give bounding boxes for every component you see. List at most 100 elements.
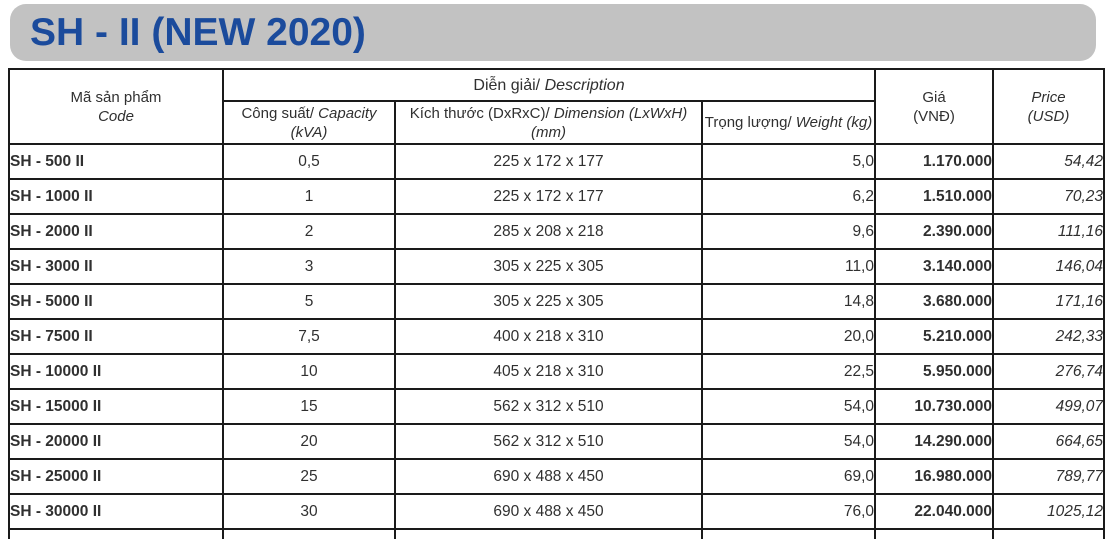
header-code-en: Code [98, 107, 134, 125]
cell-dimension: 225 x 172 x 177 [394, 178, 703, 215]
header-price-usd-unit: (USD) [1027, 107, 1070, 125]
cell-capacity: 50 [222, 528, 396, 539]
header-dimension-vi: Kích thước (DxRxC)/ [409, 104, 550, 122]
cell-price-usd: 1025,12 [992, 493, 1105, 530]
cell-capacity: 30 [222, 493, 396, 530]
cell-weight: 20,0 [701, 318, 876, 355]
cell-capacity: 3 [222, 248, 396, 285]
cell-code: SH - 7500 II [8, 318, 224, 355]
cell-price-usd: 70,23 [992, 178, 1105, 215]
cell-price-vnd: 5.950.000 [874, 353, 994, 390]
cell-code: SH - 5000 II [8, 283, 224, 320]
cell-price-usd: 171,16 [992, 283, 1105, 320]
cell-price-usd: 499,07 [992, 388, 1105, 425]
header-description-group: Diễn giải/ Description [222, 68, 876, 102]
cell-dimension: 690 x 488 x 450 [394, 458, 703, 495]
cell-dimension: 285 x 208 x 218 [394, 213, 703, 250]
table-row: SH - 5000 II 5 305 x 225 x 305 14,8 3.68… [8, 283, 1105, 320]
header-weight-vi: Trọng lượng/ [704, 114, 792, 131]
cell-capacity: 7,5 [222, 318, 396, 355]
price-table: Mã sản phẩm Code Diễn giải/ Description … [8, 68, 1105, 539]
cell-price-vnd: 14.290.000 [874, 423, 994, 460]
cell-dimension: 405 x 218 x 310 [394, 353, 703, 390]
cell-weight: 14,8 [701, 283, 876, 320]
table-row: SH - 20000 II 20 562 x 312 x 510 54,0 14… [8, 423, 1105, 460]
cell-dimension: 690 x 488 x 450 [394, 493, 703, 530]
cell-code: SH - 15000 II [8, 388, 224, 425]
cell-weight: 76,0 [701, 493, 876, 530]
cell-weight: 54,0 [701, 388, 876, 425]
cell-price-vnd: 22.040.000 [874, 493, 994, 530]
cell-dimension: 700 x 480 x 660 [394, 528, 703, 539]
cell-weight: 69,0 [701, 458, 876, 495]
header-weight-en: Weight (kg) [795, 114, 873, 131]
cell-weight: 11,0 [701, 248, 876, 285]
header-code: Mã sản phẩm Code [8, 68, 224, 145]
table-header: Mã sản phẩm Code Diễn giải/ Description … [8, 68, 1105, 145]
cell-capacity: 15 [222, 388, 396, 425]
cell-code: SH - 25000 II [8, 458, 224, 495]
cell-price-usd: 111,16 [992, 213, 1105, 250]
table-row: SH - 7500 II 7,5 400 x 218 x 310 20,0 5.… [8, 318, 1105, 355]
cell-dimension: 225 x 172 x 177 [394, 143, 703, 180]
cell-price-vnd: 3.680.000 [874, 283, 994, 320]
header-capacity-vi: Công suất/ [241, 104, 314, 122]
table-row: SH - 3000 II 3 305 x 225 x 305 11,0 3.14… [8, 248, 1105, 285]
cell-weight: 22,5 [701, 353, 876, 390]
cell-price-vnd: 10.730.000 [874, 388, 994, 425]
cell-capacity: 10 [222, 353, 396, 390]
cell-dimension: 562 x 312 x 510 [394, 388, 703, 425]
cell-price-usd: 789,77 [992, 458, 1105, 495]
cell-price-vnd: 36.270.000 [874, 528, 994, 539]
header-price-vnd: Giá (VNĐ) [874, 68, 994, 145]
header-capacity: Công suất/ Capacity (kVA) [222, 100, 396, 145]
cell-dimension: 305 x 225 x 305 [394, 283, 703, 320]
header-weight: Trọng lượng/ Weight (kg) [701, 100, 876, 145]
header-code-vi: Mã sản phẩm [70, 88, 162, 106]
cell-code: SH - 20000 II [8, 423, 224, 460]
cell-weight: 120,0 [701, 528, 876, 539]
header-capacity-unit: (kVA) [290, 123, 328, 141]
header-price-vnd-label: Giá [922, 88, 946, 106]
cell-price-usd: 1686,98 [992, 528, 1105, 539]
cell-capacity: 1 [222, 178, 396, 215]
cell-dimension: 400 x 218 x 310 [394, 318, 703, 355]
cell-price-vnd: 5.210.000 [874, 318, 994, 355]
cell-price-usd: 54,42 [992, 143, 1105, 180]
table-row: SH - 15000 II 15 562 x 312 x 510 54,0 10… [8, 388, 1105, 425]
cell-capacity: 5 [222, 283, 396, 320]
header-capacity-en: Capacity [318, 104, 377, 122]
table-row: SH - 1000 II 1 225 x 172 x 177 6,2 1.510… [8, 178, 1105, 215]
cell-weight: 6,2 [701, 178, 876, 215]
header-description-en: Description [544, 76, 625, 94]
cell-price-vnd: 1.170.000 [874, 143, 994, 180]
cell-weight: 9,6 [701, 213, 876, 250]
header-dimension-en: Dimension (LxWxH) [553, 104, 688, 122]
cell-price-vnd: 1.510.000 [874, 178, 994, 215]
header-price-usd: Price (USD) [992, 68, 1105, 145]
cell-capacity: 25 [222, 458, 396, 495]
cell-weight: 54,0 [701, 423, 876, 460]
cell-price-vnd: 16.980.000 [874, 458, 994, 495]
table-row: SH - 50000 II 50 700 x 480 x 660 120,0 3… [8, 528, 1105, 539]
cell-price-usd: 146,04 [992, 248, 1105, 285]
table-body: SH - 500 II 0,5 225 x 172 x 177 5,0 1.17… [8, 143, 1105, 539]
title-banner: SH - II (NEW 2020) [10, 4, 1096, 61]
cell-capacity: 2 [222, 213, 396, 250]
cell-code: SH - 30000 II [8, 493, 224, 530]
header-description-vi: Diễn giải/ [473, 76, 541, 94]
table-row: SH - 25000 II 25 690 x 488 x 450 69,0 16… [8, 458, 1105, 495]
cell-price-usd: 276,74 [992, 353, 1105, 390]
table-row: SH - 500 II 0,5 225 x 172 x 177 5,0 1.17… [8, 143, 1105, 180]
cell-price-usd: 242,33 [992, 318, 1105, 355]
header-dimension-unit: (mm) [531, 123, 566, 141]
header-price-vnd-unit: (VNĐ) [913, 107, 955, 125]
cell-price-vnd: 3.140.000 [874, 248, 994, 285]
table-row: SH - 10000 II 10 405 x 218 x 310 22,5 5.… [8, 353, 1105, 390]
cell-capacity: 20 [222, 423, 396, 460]
cell-code: SH - 1000 II [8, 178, 224, 215]
cell-code: SH - 2000 II [8, 213, 224, 250]
cell-code: SH - 10000 II [8, 353, 224, 390]
cell-dimension: 562 x 312 x 510 [394, 423, 703, 460]
